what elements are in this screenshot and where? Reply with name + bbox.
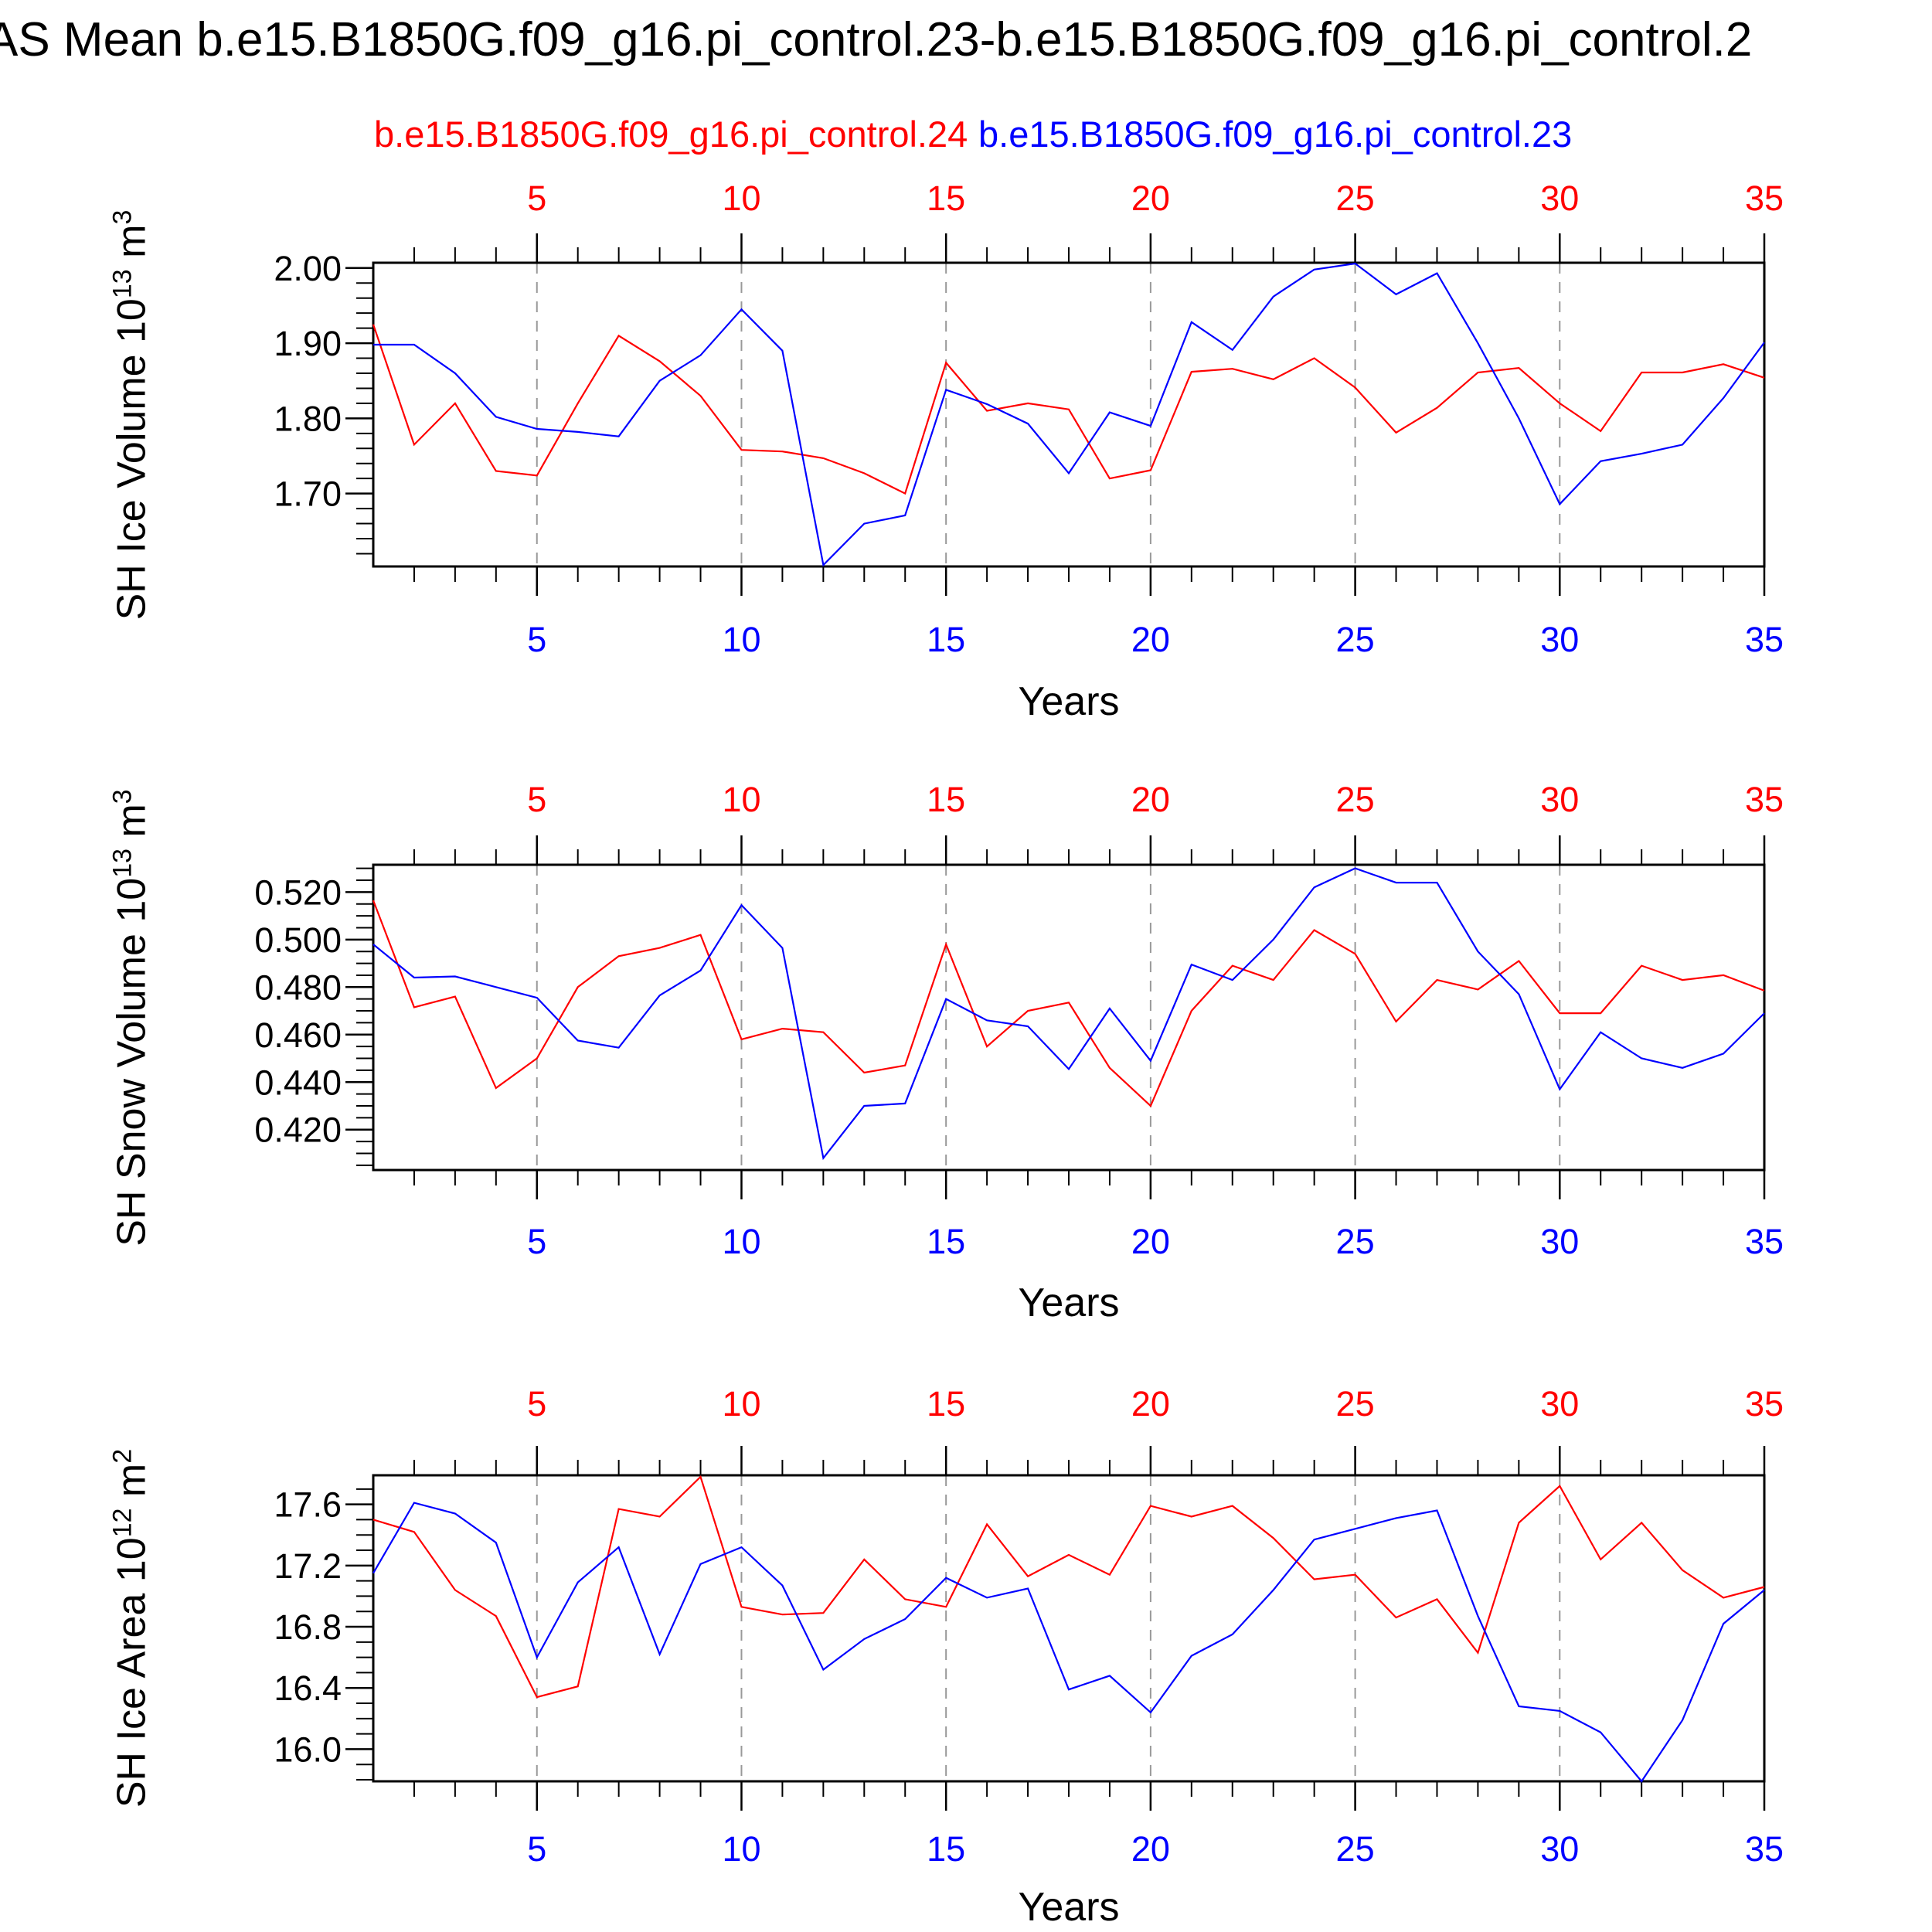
x-tick-label-bottom: 10 [722, 620, 760, 659]
x-tick-label-bottom: 5 [527, 620, 546, 659]
x-tick-label-top: 35 [1745, 1384, 1784, 1423]
x-tick-label-bottom: 30 [1540, 1829, 1579, 1869]
y-tick-label: 16.0 [274, 1730, 342, 1769]
x-tick-label-bottom: 30 [1540, 1222, 1579, 1261]
x-tick-label-top: 30 [1540, 780, 1579, 819]
major-ticks [345, 233, 1766, 596]
x-tick-label-top: 5 [527, 780, 546, 819]
x-tick-label-top: 35 [1745, 780, 1784, 819]
y-tick-label: 0.520 [254, 872, 342, 912]
y-tick-label: 17.2 [274, 1546, 342, 1586]
x-tick-label-bottom: 15 [927, 620, 965, 659]
exponent: 13 [107, 848, 138, 878]
y-tick-label: 0.420 [254, 1111, 342, 1150]
x-tick-label-bottom: 30 [1540, 620, 1579, 659]
x-axis-title-years-panel2: Years [1018, 1281, 1120, 1325]
x-tick-label-top: 15 [927, 780, 965, 819]
x-tick-label-top: 20 [1131, 780, 1170, 819]
x-tick-label-bottom: 25 [1336, 1829, 1375, 1869]
pi-control-24-line [372, 1475, 1765, 1699]
sh-snow-volume-panel: 0.520 0.500 0.480 0.460 0.440 0.420 5 5 10 10 15 15… [254, 780, 1784, 1261]
x-tick-label-bottom: 5 [527, 1222, 546, 1261]
y-axis-title-text: SH Ice Area 10 [109, 1537, 155, 1808]
x-tick-label-bottom: 15 [927, 1829, 965, 1869]
x-tick-label-bottom: 10 [722, 1829, 760, 1869]
x-tick-label-top: 15 [927, 179, 965, 218]
x-tick-label-top: 25 [1336, 1384, 1375, 1423]
y-tick-label: 0.480 [254, 968, 342, 1007]
plot-title: AS Mean b.e15.B1850G.f09_g16.pi_control.… [0, 13, 1753, 66]
x-tick-label-bottom: 20 [1131, 1222, 1170, 1261]
x-tick-label-bottom: 20 [1131, 1829, 1170, 1869]
x-tick-label-top: 10 [722, 179, 760, 218]
sh-ice-area-panel: 17.6 17.2 16.8 16.4 16.0 5 5 10 10 15 15 20 20 25 25 30… [274, 1384, 1784, 1869]
legend-entry-control-24: b.e15.B1850G.f09_g16.pi_control.24 [374, 114, 968, 155]
x-tick-label-bottom: 20 [1131, 620, 1170, 659]
pi-control-23-line [372, 1502, 1765, 1783]
exponent: 13 [107, 269, 138, 299]
y-axis-title-snow-volume: SH Snow Volume 1013 m3 [107, 789, 155, 1246]
y-axis-title-ice-area: SH Ice Area 1012 m2 [107, 1449, 155, 1808]
unit: m [109, 224, 155, 270]
sh-ice-volume-panel: 2.00 1.90 1.80 1.70 5 5 10 10 15 15 20 20 25 25 30 30 35… [274, 179, 1784, 659]
y-tick-label: 2.00 [274, 249, 342, 288]
x-tick-label-top: 5 [527, 1384, 546, 1423]
legend-entry-control-23: b.e15.B1850G.f09_g16.pi_control.23 [978, 114, 1573, 155]
pi-control-23-line [373, 262, 1765, 567]
y-tick-label: 16.4 [274, 1668, 342, 1708]
x-tick-label-top: 15 [927, 1384, 965, 1423]
pi-control-23-line [372, 867, 1765, 1161]
x-tick-label-bottom: 35 [1745, 1222, 1784, 1261]
unit-exponent: 2 [107, 1448, 138, 1464]
y-tick-label: 1.80 [274, 399, 342, 438]
y-tick-label: 0.460 [254, 1015, 342, 1055]
x-tick-label-top: 30 [1540, 179, 1579, 218]
x-axis-title-years-panel1: Years [1018, 679, 1120, 724]
y-tick-label: 16.8 [274, 1607, 342, 1647]
x-tick-label-top: 25 [1336, 179, 1375, 218]
y-tick-label: 0.500 [254, 920, 342, 960]
x-tick-label-top: 10 [722, 780, 760, 819]
y-tick-label: 1.70 [274, 474, 342, 514]
x-tick-label-top: 10 [722, 1384, 760, 1423]
y-axis-title-text: SH Ice Volume 10 [109, 298, 155, 621]
x-tick-label-bottom: 35 [1745, 620, 1784, 659]
x-tick-label-top: 35 [1745, 179, 1784, 218]
unit: m [109, 804, 155, 849]
major-ticks [345, 1446, 1766, 1811]
plot-frame [372, 863, 1766, 1172]
unit-exponent: 3 [107, 209, 138, 225]
y-axis-title-ice-volume: SH Ice Volume 1013 m3 [107, 210, 155, 621]
x-tick-label-top: 20 [1131, 1384, 1170, 1423]
plot-frame [372, 261, 1766, 568]
pi-control-24-line [372, 900, 1765, 1107]
unit: m [109, 1463, 155, 1509]
x-tick-label-top: 5 [527, 179, 546, 218]
x-tick-label-bottom: 5 [527, 1829, 546, 1869]
x-tick-label-top: 25 [1336, 780, 1375, 819]
x-tick-label-bottom: 15 [927, 1222, 965, 1261]
x-axis-title-years-panel3: Years [1018, 1885, 1120, 1930]
minor-ticks [356, 247, 1725, 582]
y-tick-label: 17.6 [274, 1485, 342, 1525]
x-tick-label-top: 30 [1540, 1384, 1579, 1423]
plot-frame [372, 1474, 1766, 1783]
x-tick-label-bottom: 25 [1336, 620, 1375, 659]
y-tick-label: 1.90 [274, 324, 342, 363]
unit-exponent: 3 [107, 789, 138, 804]
y-tick-label: 0.440 [254, 1063, 342, 1102]
x-tick-label-bottom: 25 [1336, 1222, 1375, 1261]
y-axis-title-text: SH Snow Volume 10 [109, 877, 155, 1247]
x-tick-label-bottom: 35 [1745, 1829, 1784, 1869]
x-tick-label-top: 20 [1131, 179, 1170, 218]
minor-ticks [356, 849, 1725, 1185]
exponent: 12 [107, 1508, 138, 1538]
minor-ticks [356, 1460, 1725, 1797]
major-ticks [345, 835, 1766, 1199]
x-tick-label-bottom: 10 [722, 1222, 760, 1261]
pi-control-24-line [372, 324, 1765, 495]
